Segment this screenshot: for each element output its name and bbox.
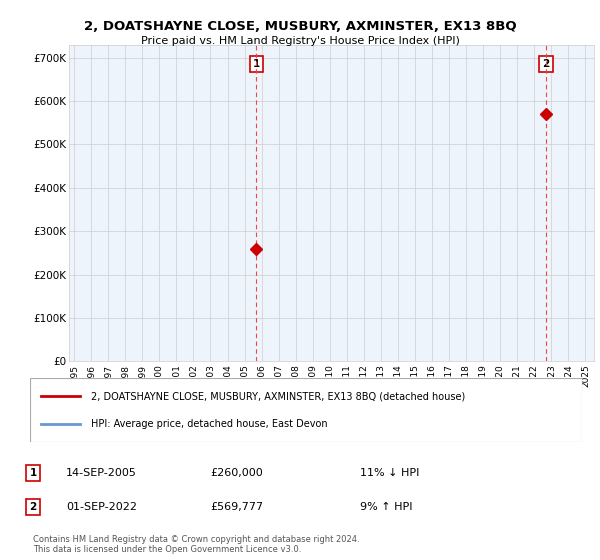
Text: 2, DOATSHAYNE CLOSE, MUSBURY, AXMINSTER, EX13 8BQ: 2, DOATSHAYNE CLOSE, MUSBURY, AXMINSTER,… [83, 20, 517, 32]
Text: HPI: Average price, detached house, East Devon: HPI: Average price, detached house, East… [91, 419, 328, 430]
Text: 2, DOATSHAYNE CLOSE, MUSBURY, AXMINSTER, EX13 8BQ (detached house): 2, DOATSHAYNE CLOSE, MUSBURY, AXMINSTER,… [91, 391, 465, 401]
Text: 2: 2 [29, 502, 37, 512]
Text: 9% ↑ HPI: 9% ↑ HPI [360, 502, 413, 512]
Text: 2: 2 [542, 59, 550, 69]
Text: £260,000: £260,000 [210, 468, 263, 478]
Text: Price paid vs. HM Land Registry's House Price Index (HPI): Price paid vs. HM Land Registry's House … [140, 36, 460, 46]
Text: 1: 1 [29, 468, 37, 478]
Text: 1: 1 [253, 59, 260, 69]
Text: 01-SEP-2022: 01-SEP-2022 [66, 502, 137, 512]
FancyBboxPatch shape [30, 378, 582, 442]
Text: Contains HM Land Registry data © Crown copyright and database right 2024.
This d: Contains HM Land Registry data © Crown c… [33, 535, 359, 554]
Text: 11% ↓ HPI: 11% ↓ HPI [360, 468, 419, 478]
Text: 14-SEP-2005: 14-SEP-2005 [66, 468, 137, 478]
Text: £569,777: £569,777 [210, 502, 263, 512]
